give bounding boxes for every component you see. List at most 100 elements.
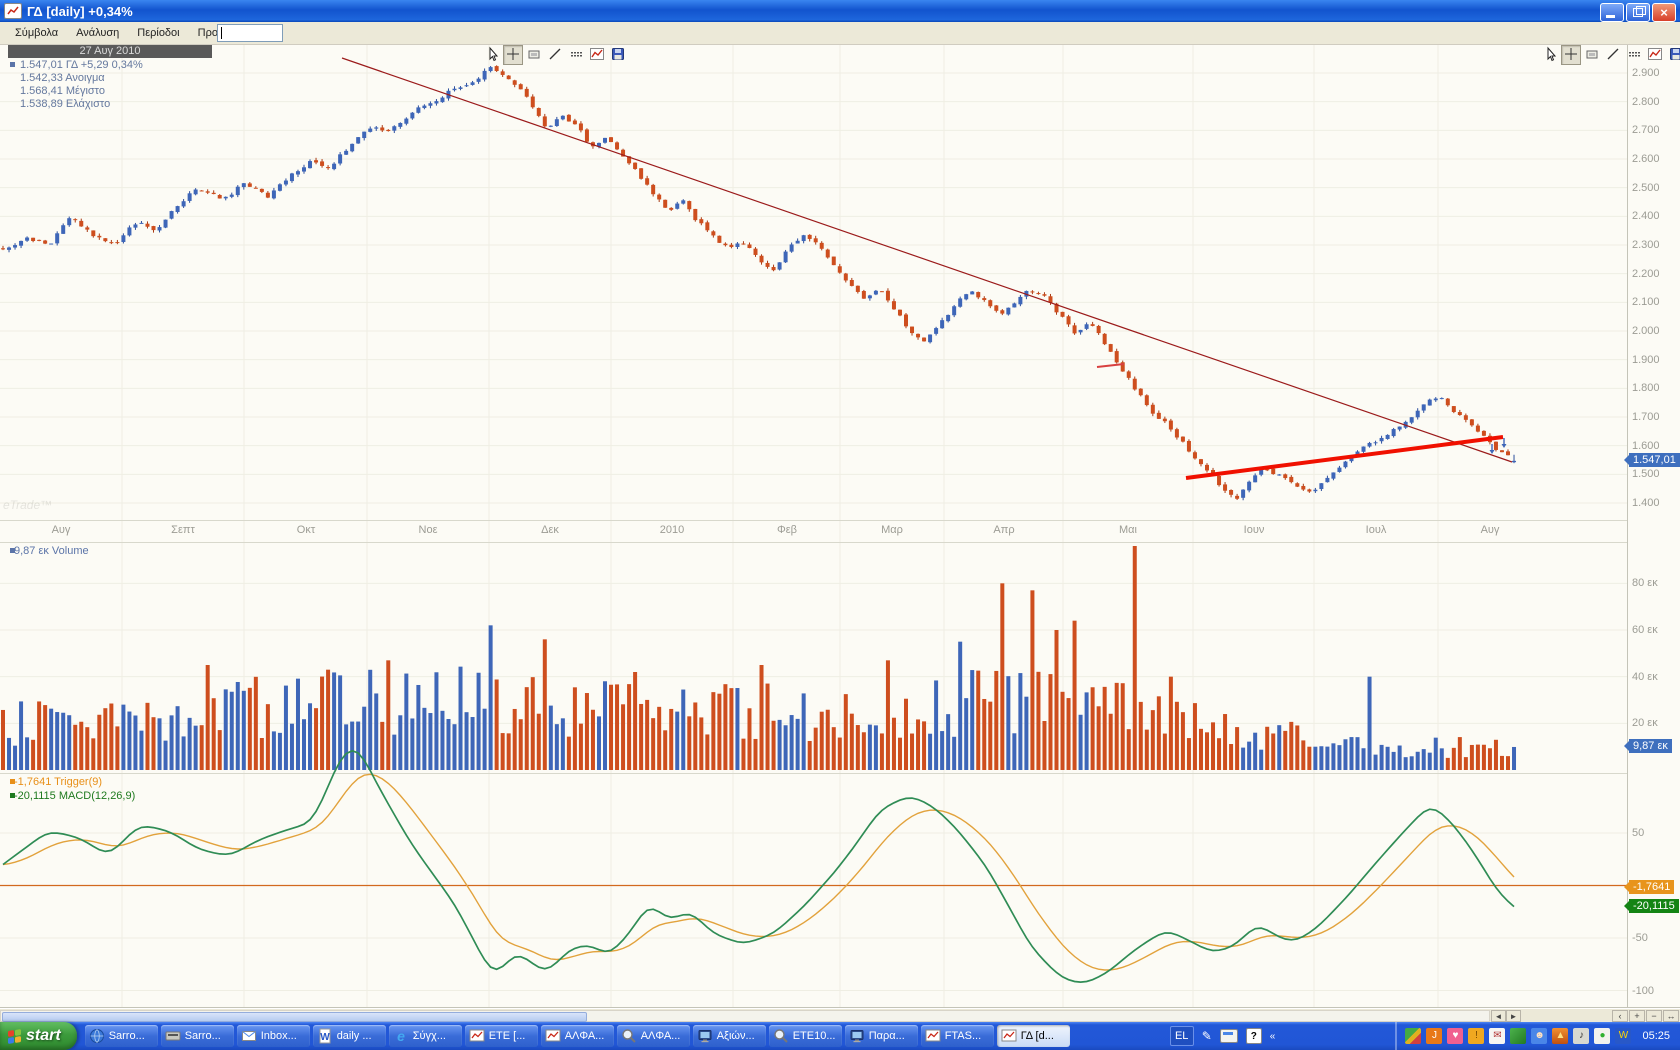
volume-bar	[530, 677, 535, 770]
candle	[199, 190, 204, 192]
candle	[922, 337, 927, 342]
grid-icon	[1626, 46, 1642, 65]
volume-bar	[578, 723, 583, 770]
heart-icon[interactable]: ♥	[1447, 1028, 1464, 1044]
grid-tool-button[interactable]	[1624, 45, 1644, 65]
candle	[169, 211, 174, 219]
volume-bar	[482, 708, 487, 770]
candle	[121, 235, 126, 243]
task-button[interactable]: Sarro...	[160, 1025, 234, 1047]
volume-bar	[518, 719, 523, 770]
candle	[500, 71, 505, 75]
task-button[interactable]: FTAS...	[920, 1025, 994, 1047]
candle	[103, 238, 108, 242]
symbol-input[interactable]	[217, 24, 283, 42]
scroll-left-button[interactable]: ◄	[1491, 1010, 1506, 1022]
candle	[416, 107, 421, 113]
task-button[interactable]: Παρα...	[844, 1025, 918, 1047]
users-icon[interactable]: ☻	[1531, 1028, 1548, 1044]
trendlines-layer	[341, 57, 1513, 480]
speaker-icon[interactable]: ♪	[1573, 1028, 1590, 1044]
media-ring-icon[interactable]: ●	[1594, 1028, 1611, 1044]
grid-tool-button[interactable]	[566, 45, 586, 65]
task-button[interactable]: Αξιών...	[692, 1025, 766, 1047]
save-tool-button[interactable]	[608, 45, 628, 65]
restore-button[interactable]	[1626, 3, 1650, 22]
crosshair-tool-button[interactable]	[1561, 45, 1581, 65]
chart-icon	[589, 46, 605, 65]
volume-bar	[934, 680, 939, 770]
menu-2[interactable]: Ανάλυση	[76, 27, 120, 39]
task-button[interactable]: ΑΛΦΑ...	[616, 1025, 690, 1047]
pointer-tool-button[interactable]	[1540, 45, 1560, 65]
scrollbar-thumb[interactable]	[2, 1012, 587, 1022]
task-button[interactable]: ΕΤΕ [...	[464, 1025, 538, 1047]
java-icon[interactable]: J	[1426, 1028, 1443, 1044]
candle	[1235, 495, 1240, 499]
security-shield-icon[interactable]: !	[1468, 1028, 1485, 1044]
candle	[302, 167, 306, 172]
blue-badge-icon[interactable]: W	[1615, 1028, 1632, 1044]
quote-high-line: 1.568,41 Μέγιστο	[20, 85, 105, 97]
crosshair-tool-button[interactable]	[503, 45, 523, 65]
task-button[interactable]: ΑΛΦΑ...	[540, 1025, 614, 1047]
save-tool-button[interactable]	[1666, 45, 1680, 65]
flag-icon[interactable]: ▲	[1552, 1028, 1569, 1044]
menu-3[interactable]: Περίοδοι	[137, 27, 180, 39]
volume-bar	[163, 740, 168, 770]
volume-bar	[873, 725, 878, 770]
minimize-button[interactable]	[1600, 3, 1624, 22]
trigger-label: -1,7641 Trigger(9)	[14, 776, 103, 788]
box-tool-button[interactable]	[1582, 45, 1602, 65]
chart-tool-button[interactable]	[1645, 45, 1665, 65]
green-leaf-icon[interactable]	[1510, 1028, 1527, 1044]
zoom-out-button[interactable]: −	[1646, 1010, 1662, 1022]
pointer-tool-button[interactable]	[482, 45, 502, 65]
chevron-expand-icon[interactable]: «	[1269, 1030, 1276, 1042]
close-button[interactable]: ×	[1652, 3, 1676, 22]
volume-bar	[735, 688, 740, 770]
volume-bar	[271, 731, 276, 770]
volume-bar	[326, 669, 331, 770]
volume-bar	[476, 672, 481, 770]
volume-bar	[85, 727, 90, 770]
volume-bar	[1054, 630, 1059, 770]
volume-bar	[295, 678, 300, 770]
horizontal-scrollbar[interactable]	[0, 1010, 1490, 1022]
volume-bar	[657, 706, 662, 770]
box-tool-button[interactable]	[524, 45, 544, 65]
candle	[1283, 474, 1288, 479]
task-button[interactable]: Sarro...	[84, 1025, 158, 1047]
document-icon[interactable]: ✉	[1489, 1028, 1506, 1044]
task-button[interactable]: Inbox...	[236, 1025, 310, 1047]
chart-tool-button[interactable]	[587, 45, 607, 65]
menu-1[interactable]: Σύμβολα	[15, 27, 59, 39]
pinwheel-icon[interactable]	[1405, 1028, 1422, 1044]
scroll-back-button[interactable]: ‹	[1612, 1010, 1628, 1022]
candle	[1030, 291, 1035, 293]
candle	[904, 314, 908, 327]
fit-width-button[interactable]: ↔	[1663, 1010, 1679, 1022]
task-button[interactable]: ΕΤΕ10...	[768, 1025, 842, 1047]
task-button[interactable]: e Σύγχ...	[388, 1025, 462, 1047]
candle	[843, 273, 848, 281]
trendline-tool-button[interactable]	[545, 45, 565, 65]
candle	[867, 295, 872, 299]
crosshair-icon	[1563, 46, 1579, 65]
word-icon: W	[317, 1028, 333, 1044]
start-button[interactable]: start	[0, 1022, 77, 1050]
volume-bar	[1012, 733, 1017, 770]
pen-icon[interactable]: ✎	[1201, 1029, 1212, 1043]
language-indicator[interactable]: EL	[1169, 1026, 1194, 1046]
price-tick-label: 2.000	[1632, 325, 1660, 337]
scroll-right-button[interactable]: ►	[1506, 1010, 1521, 1022]
help-icon[interactable]: ?	[1245, 1028, 1262, 1044]
keyboard-icon[interactable]	[1219, 1029, 1238, 1043]
trendline-tool-button[interactable]	[1603, 45, 1623, 65]
task-button[interactable]: ΓΔ [d...	[996, 1025, 1070, 1047]
zoom-in-button[interactable]: +	[1629, 1010, 1645, 1022]
candle	[789, 244, 794, 252]
box-icon	[526, 46, 542, 65]
